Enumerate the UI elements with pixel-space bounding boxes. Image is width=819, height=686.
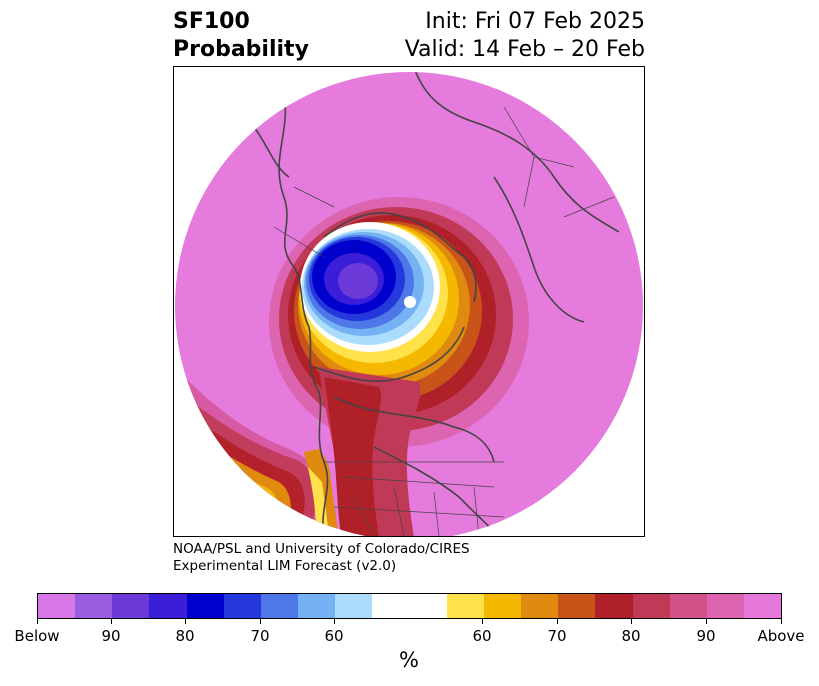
chart-title-left: SF100 Probability xyxy=(173,8,309,64)
colorbar-swatch xyxy=(706,594,744,618)
anomaly-tongue xyxy=(324,377,382,536)
colorbar xyxy=(37,593,782,619)
colorbar-tick-label: 60 xyxy=(472,627,492,645)
colorbar-swatch xyxy=(409,594,447,618)
anomaly-ring xyxy=(338,263,378,299)
colorbar-tick-mark xyxy=(557,618,558,624)
colorbar-swatch xyxy=(298,594,336,618)
colorbar-swatch xyxy=(260,594,299,618)
colorbar-swatch xyxy=(669,594,707,618)
colorbar-swatch xyxy=(38,594,76,618)
colorbar-swatch xyxy=(223,594,261,618)
colorbar-tick-label: 60 xyxy=(324,627,344,645)
colorbar-tick-mark xyxy=(781,618,782,624)
colorbar-tick-mark xyxy=(185,618,186,624)
credit-line-2: Experimental LIM Forecast (v2.0) xyxy=(173,558,397,574)
colorbar-tick-mark xyxy=(334,618,335,624)
credit-text: NOAA/PSL and University of Colorado/CIRE… xyxy=(173,541,470,575)
colorbar-swatch xyxy=(595,594,633,618)
colorbar-swatch xyxy=(75,594,113,618)
colorbar-swatch xyxy=(372,594,410,618)
colorbar-tick-label: 80 xyxy=(175,627,195,645)
colorbar-tick-label: 90 xyxy=(696,627,716,645)
product-name: SF100 xyxy=(173,9,250,34)
colorbar-unit: % xyxy=(399,648,419,672)
colorbar-swatch xyxy=(558,594,596,618)
colorbar-tick-label: Below xyxy=(14,627,60,645)
colorbar-tick-mark xyxy=(260,618,261,624)
colorbar-tick-mark xyxy=(482,618,483,624)
colorbar-tick-label: Above xyxy=(757,627,805,645)
chart-title-right: Init: Fri 07 Feb 2025 Valid: 14 Feb – 20… xyxy=(405,8,645,64)
colorbar-swatch xyxy=(743,594,782,618)
colorbar-tick-label: 70 xyxy=(250,627,270,645)
credit-line-1: NOAA/PSL and University of Colorado/CIRE… xyxy=(173,541,470,557)
variable-name: Probability xyxy=(173,37,309,62)
valid-range: Valid: 14 Feb – 20 Feb xyxy=(404,37,645,62)
colorbar-swatch xyxy=(186,594,224,618)
colorbar-swatch xyxy=(483,594,522,618)
colorbar-swatch xyxy=(335,594,373,618)
anomaly-tongue xyxy=(175,469,226,536)
colorbar-swatch xyxy=(112,594,150,618)
polar-map xyxy=(175,72,643,536)
colorbar-tick-label: 70 xyxy=(547,627,567,645)
anomaly-tongue xyxy=(175,459,239,536)
colorbar-tick-label: 80 xyxy=(621,627,641,645)
colorbar-swatch xyxy=(521,594,559,618)
colorbar-tick-mark xyxy=(706,618,707,624)
colorbar-swatch xyxy=(632,594,670,618)
pole-marker xyxy=(404,296,416,308)
colorbar-swatch xyxy=(149,594,187,618)
colorbar-tick-mark xyxy=(37,618,38,624)
init-date: Init: Fri 07 Feb 2025 xyxy=(425,9,645,34)
colorbar-tick-label: 90 xyxy=(101,627,121,645)
map-panel xyxy=(173,66,645,537)
colorbar-tick-mark xyxy=(631,618,632,624)
borders xyxy=(273,106,615,536)
colorbar-tick-mark xyxy=(111,618,112,624)
colorbar-swatch xyxy=(446,594,484,618)
